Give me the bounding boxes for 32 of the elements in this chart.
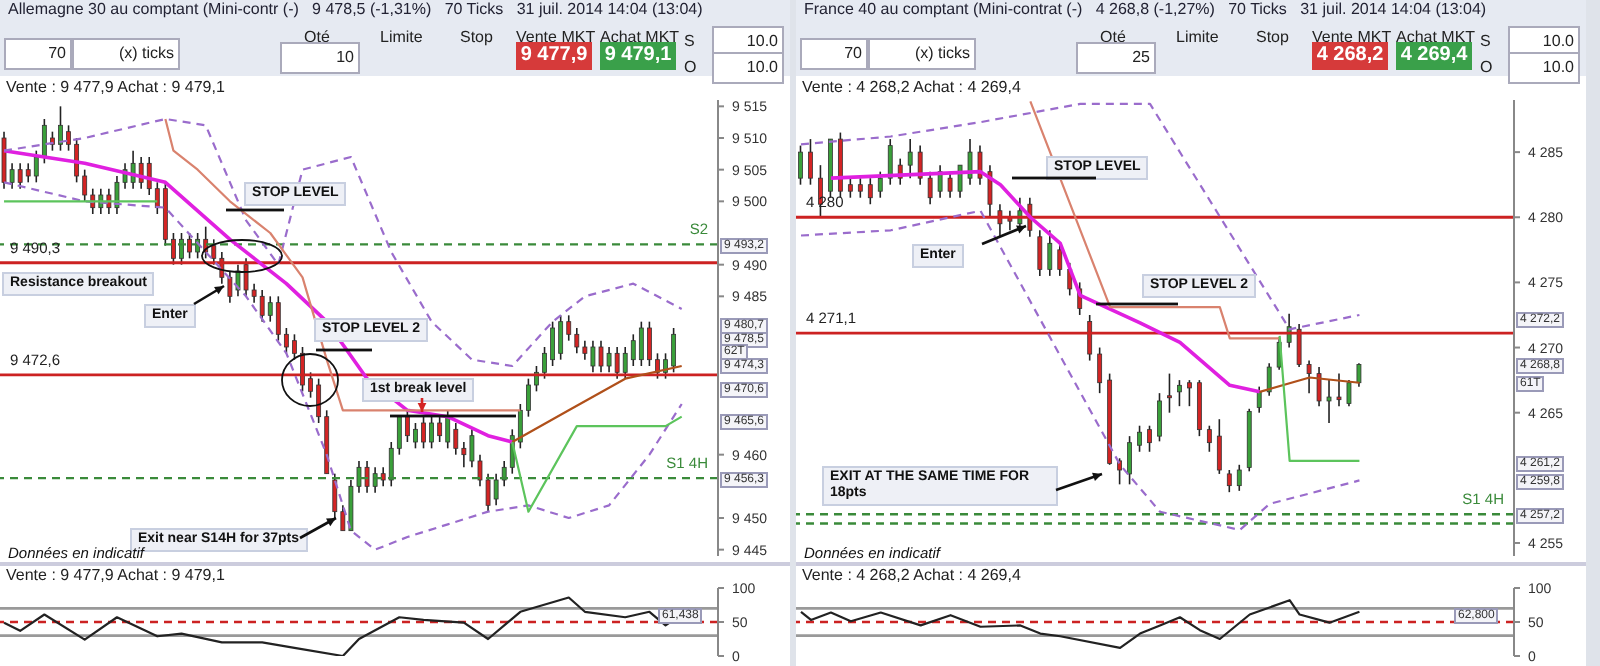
text: Stop: [1256, 26, 1289, 50]
text: 10.0: [712, 26, 784, 58]
text: Limite: [380, 26, 423, 50]
text: 25: [1132, 48, 1150, 66]
text: S: [1480, 30, 1491, 54]
text: 4 269,4: [1396, 42, 1472, 70]
text: 70: [4, 38, 72, 70]
text: 10: [336, 48, 354, 66]
chart-subtitle: Vente : 4 268,2 Achat : 4 269,4: [802, 78, 1021, 96]
text: Vente MKT: [516, 26, 596, 46]
text: O: [1480, 56, 1493, 80]
text: 4 268,2: [1312, 42, 1388, 70]
text: 10.0: [1508, 52, 1580, 84]
text: 10.0: [1508, 26, 1580, 58]
text: Stop: [460, 26, 493, 50]
chart-title: France 40 au comptant (Mini-contrat (-) 4 268,8 (-1,27%) 70 Ticks 31 juil. 2014 14:04 (13:04): [804, 0, 1487, 18]
chart-subtitle: Vente : 4 268,2 Achat : 4 269,4: [802, 566, 1021, 584]
chart-title: Allemagne 30 au comptant (Mini-contr (-) 9 478,5 (-1,31%) 70 Ticks 31 juil. 2014 14:04 (13:04): [8, 0, 703, 18]
text: O: [684, 56, 697, 80]
text: 70: [800, 38, 868, 70]
text: Achat MKT: [600, 26, 680, 46]
text: (x) ticks: [868, 38, 976, 70]
text: 10.0: [712, 52, 784, 84]
text: 9 479,1: [600, 42, 676, 70]
text: 9 477,9: [516, 42, 592, 70]
chart-subtitle: Vente : 9 477,9 Achat : 9 479,1: [6, 78, 225, 96]
text: Limite: [1176, 26, 1219, 50]
text: Achat MKT: [1396, 26, 1476, 46]
text: Vente MKT: [1312, 26, 1392, 46]
chart-subtitle: Vente : 9 477,9 Achat : 9 479,1: [6, 566, 225, 584]
text: (x) ticks: [72, 38, 180, 70]
text: S: [684, 30, 695, 54]
